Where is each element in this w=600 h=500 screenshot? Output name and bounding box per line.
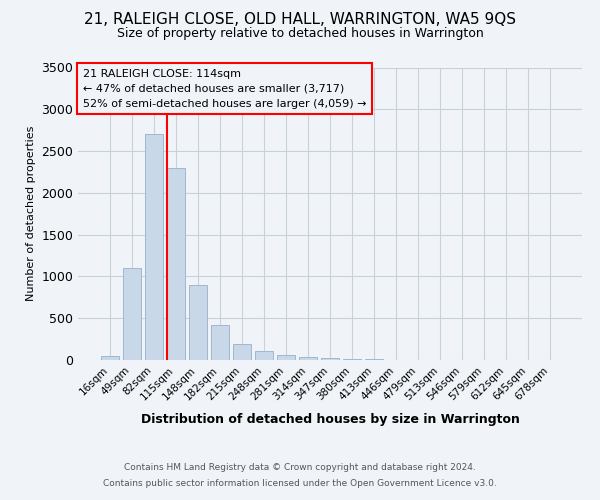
Text: Contains HM Land Registry data © Crown copyright and database right 2024.: Contains HM Land Registry data © Crown c… [124, 464, 476, 472]
Bar [277, 354, 295, 360]
Text: Size of property relative to detached houses in Warrington: Size of property relative to detached ho… [116, 28, 484, 40]
Bar [211, 325, 229, 360]
Bar [101, 356, 119, 360]
Text: Contains public sector information licensed under the Open Government Licence v3: Contains public sector information licen… [103, 478, 497, 488]
Bar [123, 268, 140, 360]
Text: 21, RALEIGH CLOSE, OLD HALL, WARRINGTON, WA5 9QS: 21, RALEIGH CLOSE, OLD HALL, WARRINGTON,… [84, 12, 516, 28]
Bar [233, 344, 251, 360]
Y-axis label: Number of detached properties: Number of detached properties [26, 126, 36, 302]
Bar [343, 358, 361, 360]
X-axis label: Distribution of detached houses by size in Warrington: Distribution of detached houses by size … [140, 413, 520, 426]
Bar [299, 356, 317, 360]
Bar [167, 168, 185, 360]
Bar [189, 285, 206, 360]
Bar [255, 351, 273, 360]
Bar [145, 134, 163, 360]
Bar [321, 358, 339, 360]
Text: 21 RALEIGH CLOSE: 114sqm
← 47% of detached houses are smaller (3,717)
52% of sem: 21 RALEIGH CLOSE: 114sqm ← 47% of detach… [83, 69, 367, 108]
